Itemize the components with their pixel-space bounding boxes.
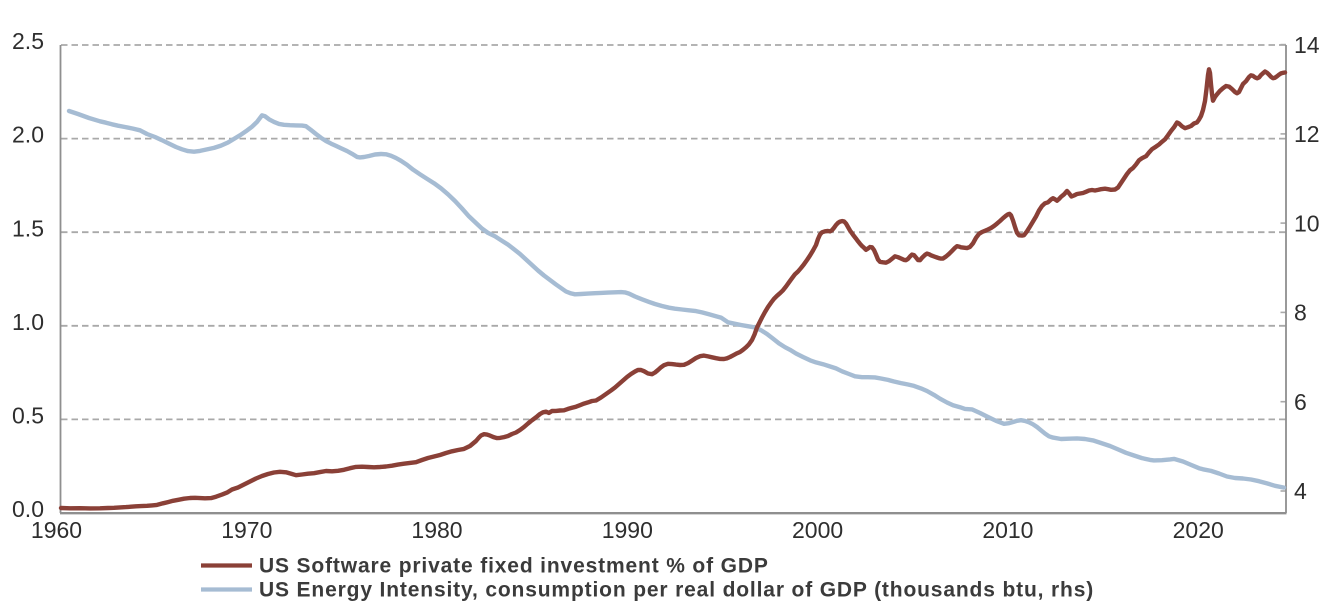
- svg-text:12: 12: [1294, 121, 1320, 147]
- svg-text:2.5: 2.5: [12, 28, 44, 54]
- svg-text:0.0: 0.0: [12, 496, 44, 522]
- svg-text:2020: 2020: [1173, 517, 1224, 543]
- svg-text:4: 4: [1294, 478, 1307, 504]
- svg-text:10: 10: [1294, 210, 1320, 236]
- svg-text:14: 14: [1294, 32, 1320, 58]
- svg-text:2.0: 2.0: [12, 122, 44, 148]
- svg-text:1.5: 1.5: [12, 215, 44, 241]
- svg-text:1960: 1960: [31, 517, 82, 543]
- svg-text:6: 6: [1294, 389, 1307, 415]
- svg-text:1990: 1990: [602, 517, 653, 543]
- svg-text:US Energy Intensity, consumpti: US Energy Intensity, consumption per rea…: [259, 579, 1094, 602]
- svg-text:1970: 1970: [221, 517, 272, 543]
- svg-text:2010: 2010: [982, 517, 1033, 543]
- svg-text:1980: 1980: [411, 517, 462, 543]
- svg-text:0.5: 0.5: [12, 402, 44, 428]
- svg-text:US Software private fixed inve: US Software private fixed investment % o…: [259, 555, 769, 578]
- svg-text:8: 8: [1294, 300, 1307, 326]
- svg-text:2000: 2000: [792, 517, 843, 543]
- svg-text:1.0: 1.0: [12, 309, 44, 335]
